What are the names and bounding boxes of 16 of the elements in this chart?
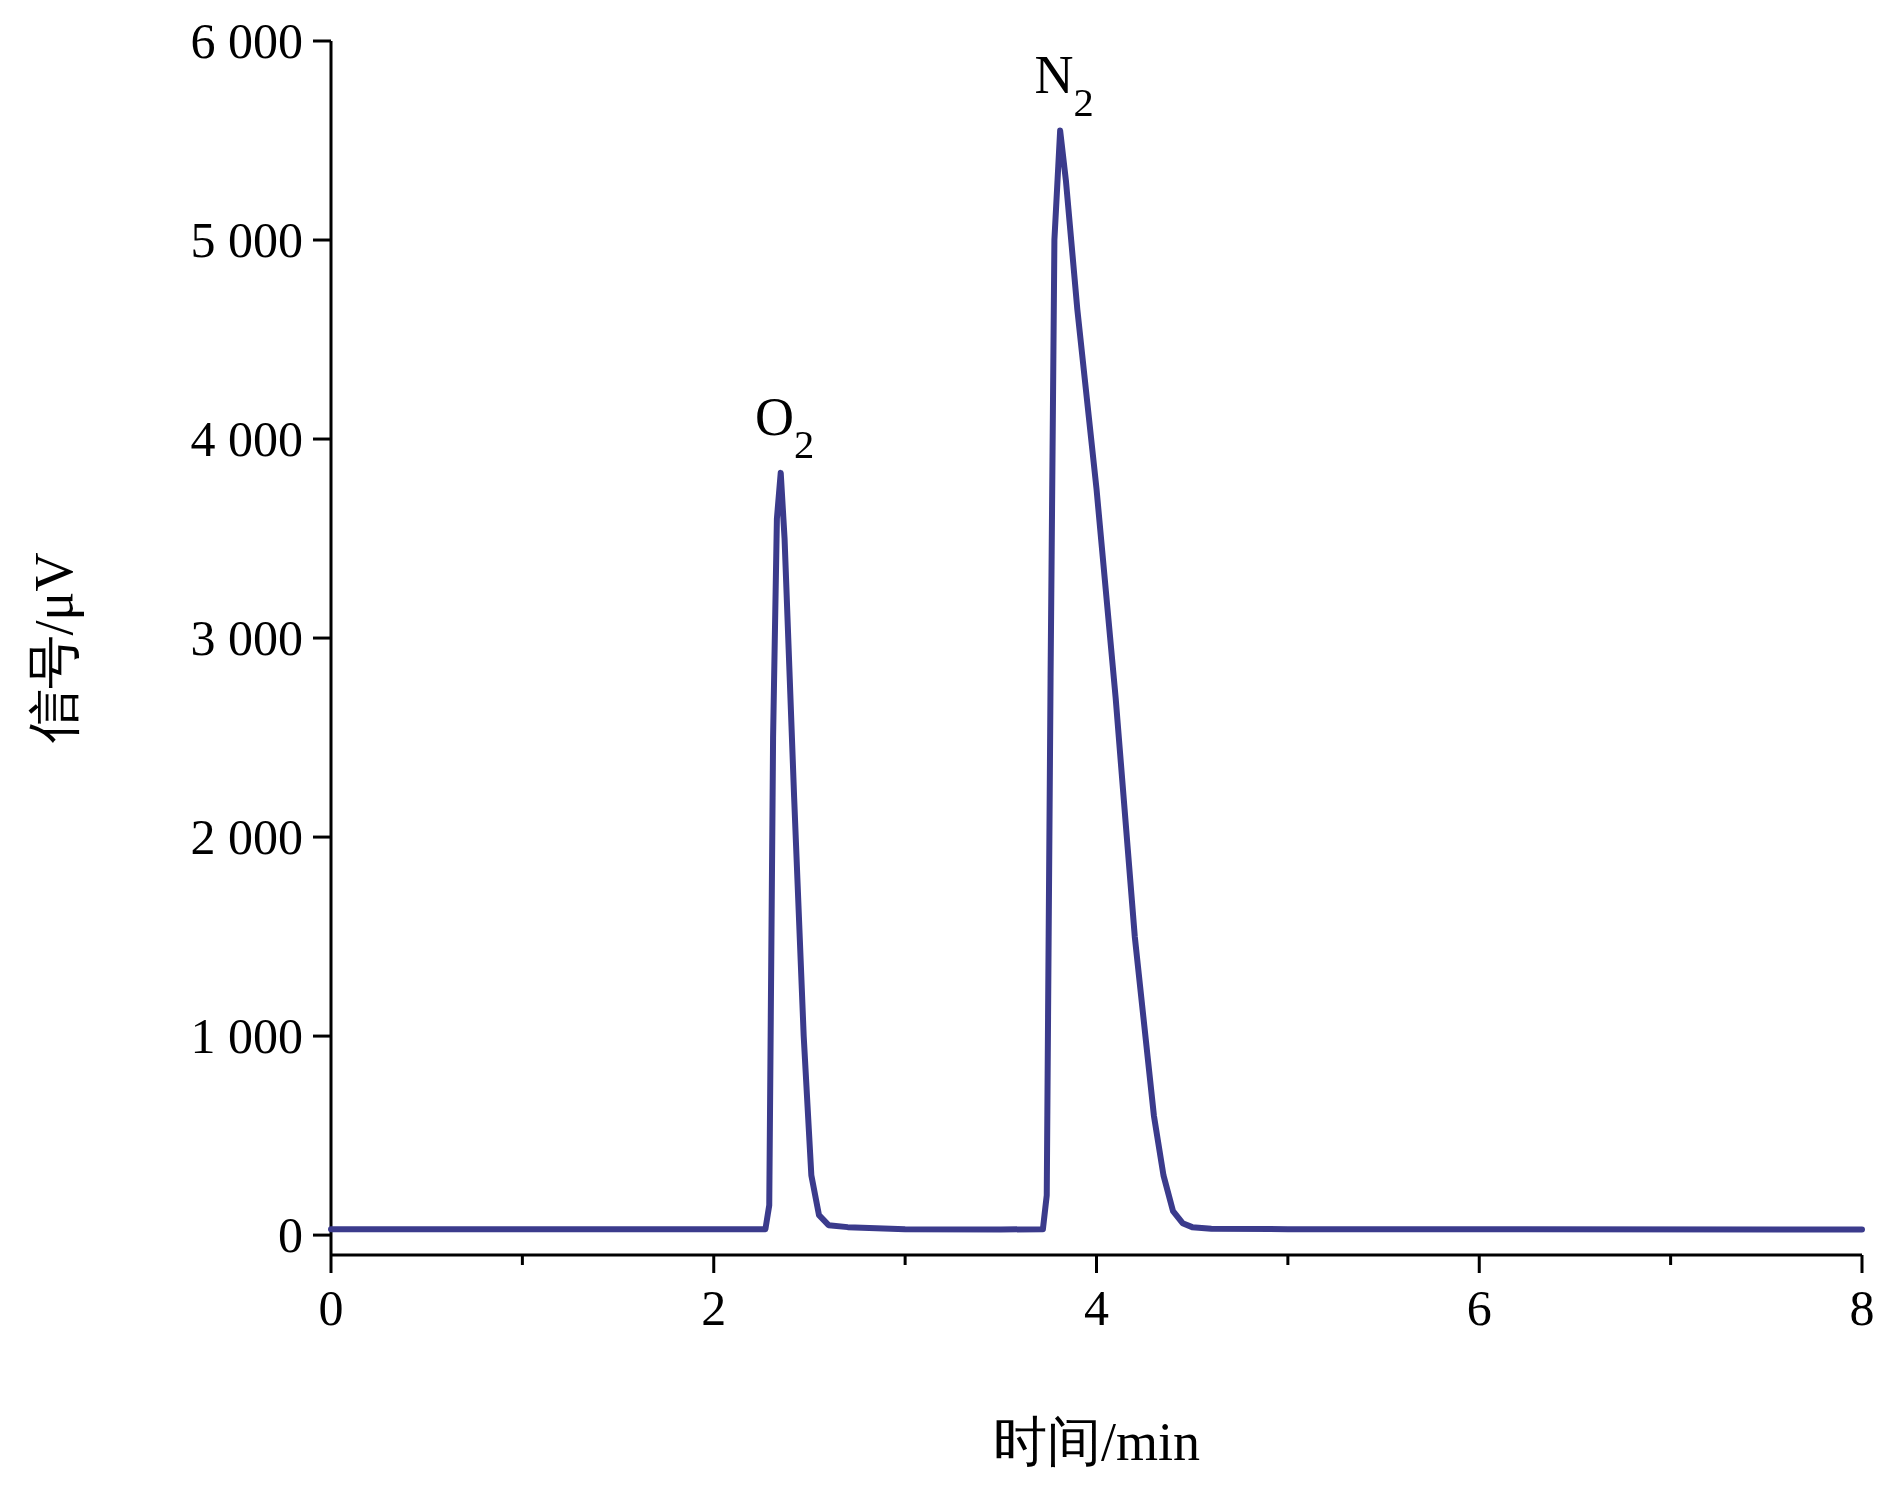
x-tick-label: 6 — [1466, 1280, 1492, 1336]
y-tick-label: 4 000 — [190, 411, 303, 468]
x-axis-title: 时间/min — [992, 1412, 1201, 1472]
y-tick-label: 6 000 — [190, 13, 303, 69]
y-tick-label: 3 000 — [190, 610, 303, 667]
annotation: O$_{2}$ — [755, 386, 815, 467]
annotation: N$_{2}$ — [1034, 44, 1094, 125]
y-tick-label: 1 000 — [190, 1008, 303, 1065]
y-tick-label: 5 000 — [190, 212, 303, 269]
x-tick-label: 4 — [1084, 1280, 1109, 1336]
x-tick-label: 0 — [318, 1280, 344, 1336]
y-axis-title: 信号/μV — [24, 552, 84, 744]
y-tick-label: 2 000 — [190, 809, 303, 866]
x-tick-label: 2 — [701, 1280, 727, 1336]
y-tick-label: 0 — [278, 1207, 303, 1264]
x-tick-label: 8 — [1849, 1280, 1875, 1336]
